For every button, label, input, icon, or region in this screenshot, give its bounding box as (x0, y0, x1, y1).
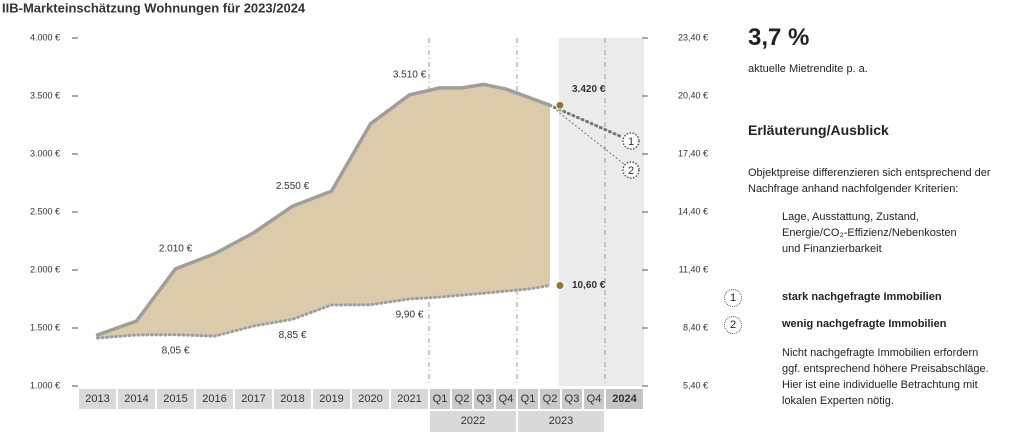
value-label: 3.420 € (572, 84, 606, 95)
x-tick-label: 2015 (163, 393, 187, 405)
criteria-line: Lage, Ausstattung, Zustand, (782, 211, 919, 223)
x-tick-label: Q3 (565, 393, 580, 405)
kpi-caption: aktuelle Mietrendite p. a. (748, 63, 868, 75)
y-tick-label: 3.000 € (30, 148, 60, 158)
forecast-region (559, 38, 644, 386)
y-tick-label: 1.500 € (30, 322, 60, 332)
legend-marker: 1 (724, 289, 742, 307)
note-line: Nicht nachgefragte Immobilien erfordern (782, 347, 979, 359)
value-label: 10,60 € (572, 280, 606, 291)
y2-tick-label: 14,40 € (678, 206, 708, 216)
x-tick-label: Q1 (433, 393, 448, 405)
series-line (95, 82, 552, 337)
kpi-value: 3,7 % (748, 24, 810, 51)
chart-title: IIB-Markteinschätzung Wohnungen für 2023… (2, 0, 306, 15)
x-cell (584, 389, 604, 409)
x-tick-label: 2020 (358, 393, 382, 405)
x-cell (562, 389, 582, 409)
y-tick-label: 2.500 € (30, 206, 60, 216)
y-tick-label: 4.000 € (30, 32, 60, 42)
criteria-line: und Finanzierbarkeit (782, 243, 882, 255)
x-group-cell (430, 411, 516, 432)
y-tick-label: 1.000 € (30, 380, 60, 390)
y2-tick-label: 5,40 € (683, 380, 708, 390)
x-tick-label: Q2 (543, 393, 558, 405)
x-cell (79, 389, 116, 409)
y-tick-label: 3.500 € (30, 90, 60, 100)
x-tick-label: 2024 (612, 393, 637, 405)
note-line: ggf. entsprechend höhere Preisabschläge. (782, 363, 989, 375)
x-tick-label: Q3 (477, 393, 492, 405)
legend-label: wenig nachgefragte Immobilien (782, 318, 947, 330)
y2-tick-label: 8,40 € (683, 322, 708, 332)
intro-line: Nachfrage anhand nachfolgender Kriterien… (748, 183, 959, 195)
x-cell (430, 389, 450, 409)
legend-marker: 2 (724, 316, 742, 334)
x-tick-label: 2021 (397, 393, 421, 405)
intro-line: Objektpreise differenzieren sich entspre… (748, 167, 991, 179)
chart: IIB-Markteinschätzung Wohnungen für 2023… (2, 0, 708, 432)
criteria-line: Energie/CO₂-Effizienz/Nebenkosten (782, 227, 957, 239)
x-cell (391, 389, 428, 409)
x-tick-label: 2016 (202, 393, 226, 405)
x-cell (157, 389, 194, 409)
x-cell (118, 389, 155, 409)
legend-label: stark nachgefragte Immobilien (782, 291, 942, 303)
note-line: lokalen Experten nötig. (782, 395, 894, 407)
x-tick-label: 2018 (280, 393, 304, 405)
value-label: 8,85 € (279, 330, 307, 341)
x-cell (313, 389, 350, 409)
x-cell (452, 389, 472, 409)
note-line: Hier ist eine individuelle Betrachtung m… (782, 379, 978, 391)
x-tick-label: Q4 (499, 393, 514, 405)
end-marker (555, 280, 565, 290)
annotation: 1 (628, 136, 634, 148)
x-cell (518, 389, 538, 409)
x-tick-label: 2014 (124, 393, 148, 405)
y-tick-label: 2.000 € (30, 264, 60, 274)
x-group-cell (518, 411, 604, 432)
x-group-label: 2023 (549, 415, 573, 427)
area-fill (97, 84, 550, 339)
x-cell (352, 389, 389, 409)
heading: Erläuterung/Ausblick (748, 122, 889, 138)
x-tick-label: Q4 (587, 393, 602, 405)
x-tick-label: 2017 (241, 393, 265, 405)
y2-tick-label: 20,40 € (678, 90, 708, 100)
y2-tick-label: 11,40 € (679, 264, 708, 274)
x-group-label: 2022 (461, 415, 485, 427)
x-cell (606, 389, 643, 409)
x-cell (235, 389, 272, 409)
forecast-line (548, 103, 624, 139)
x-tick-label: Q1 (521, 393, 536, 405)
annotation-circle (622, 161, 640, 179)
value-label: 8,05 € (162, 345, 190, 356)
x-cell (496, 389, 516, 409)
x-tick-label: 2013 (85, 393, 109, 405)
y2-tick-label: 17,40 € (678, 148, 708, 158)
series-line (96, 283, 552, 340)
x-cell (540, 389, 560, 409)
annotation: 2 (628, 165, 634, 177)
value-label: 9,90 € (396, 310, 424, 321)
x-cell (474, 389, 494, 409)
x-cell (274, 389, 311, 409)
value-label: 2.010 € (159, 243, 193, 254)
value-label: 3.510 € (393, 69, 427, 80)
x-tick-label: 2019 (319, 393, 343, 405)
value-label: 2.550 € (276, 181, 310, 192)
x-cell (196, 389, 233, 409)
y2-tick-label: 23,40 € (678, 32, 708, 42)
x-tick-label: Q2 (455, 393, 470, 405)
annotation-circle (622, 132, 640, 150)
end-marker (555, 100, 565, 110)
